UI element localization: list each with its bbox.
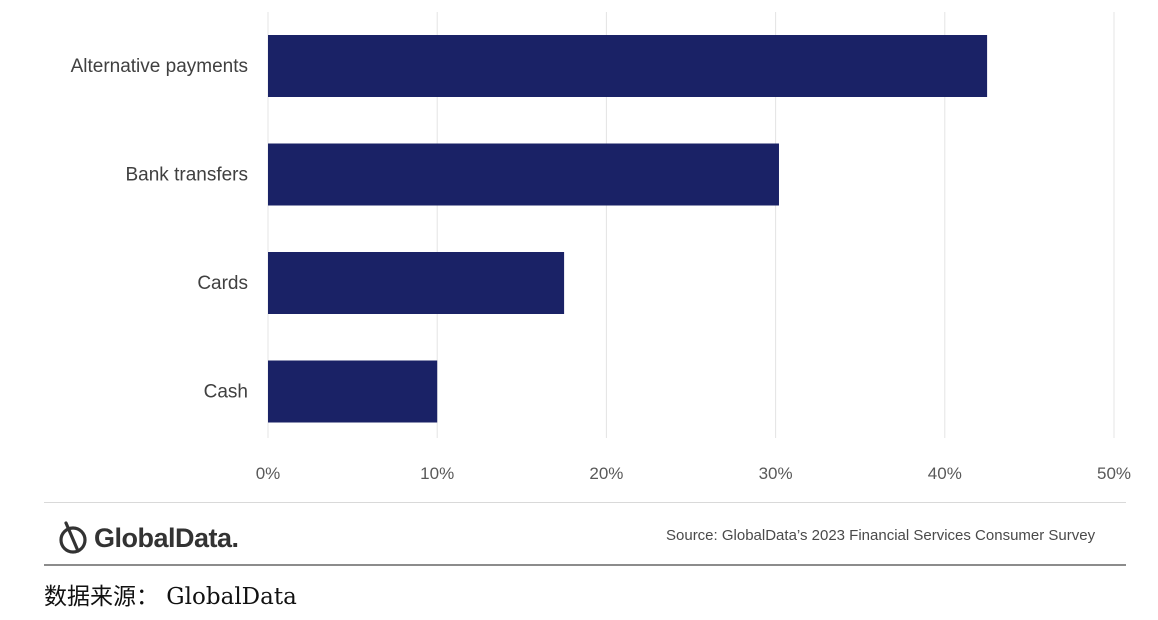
footer-bottom-rule: [44, 564, 1126, 566]
category-label: Cards: [197, 273, 248, 294]
bars: [268, 35, 988, 423]
category-label: Bank transfers: [126, 165, 249, 186]
x-tick-label: 40%: [928, 464, 962, 483]
category-labels: Alternative payments Bank transfers Cards C…: [71, 56, 248, 403]
bar: [268, 360, 438, 423]
data-source-caption: 数据来源： GlobalData: [44, 584, 297, 610]
brand-name: GlobalData.: [94, 522, 239, 553]
bar: [268, 35, 988, 97]
category-label: Alternative payments: [71, 56, 248, 77]
x-tick-label: 20%: [589, 464, 623, 483]
bar: [268, 252, 565, 314]
footer-divider: [44, 502, 1126, 503]
x-tick-label: 10%: [420, 464, 454, 483]
brand-logo: GlobalData.: [58, 518, 239, 558]
x-tick-labels: 0% 10% 20% 30% 40% 50%: [256, 464, 1131, 483]
bar-chart: Alternative payments Bank transfers Cards C…: [71, 12, 1131, 483]
x-tick-label: 50%: [1097, 464, 1131, 483]
globaldata-logo-icon: [59, 521, 87, 554]
source-note: Source: GlobalData’s 2023 Financial Serv…: [666, 527, 1096, 544]
x-tick-label: 30%: [759, 464, 793, 483]
x-tick-label: 0%: [256, 464, 281, 483]
bar: [268, 143, 779, 206]
category-label: Cash: [204, 382, 248, 403]
